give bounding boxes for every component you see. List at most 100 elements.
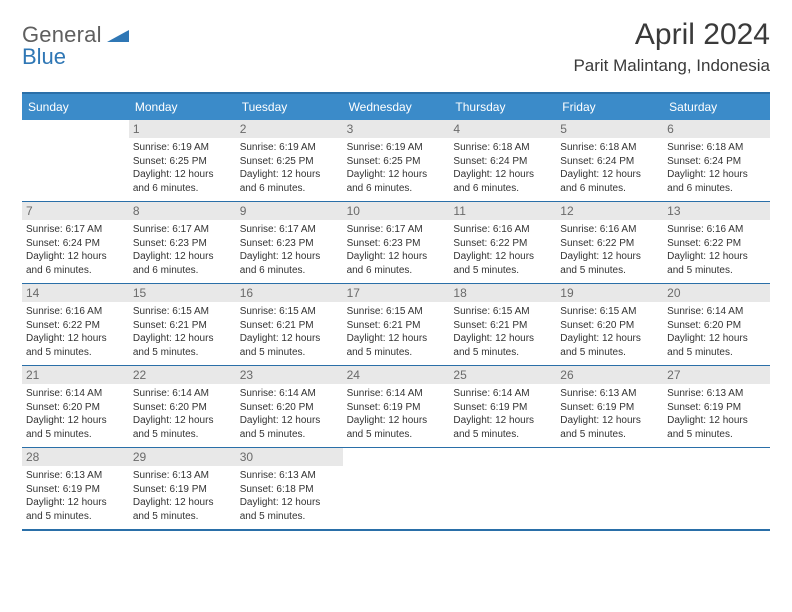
dayname: Sunday [22,94,129,120]
day-info: Sunrise: 6:18 AMSunset: 6:24 PMDaylight:… [560,141,659,195]
sunrise-text: Sunrise: 6:17 AM [133,223,232,237]
day-number: 7 [22,202,129,220]
day-info: Sunrise: 6:18 AMSunset: 6:24 PMDaylight:… [453,141,552,195]
day-info: Sunrise: 6:17 AMSunset: 6:24 PMDaylight:… [26,223,125,277]
day-number: 10 [343,202,450,220]
day-number: 17 [343,284,450,302]
daylight-text: Daylight: 12 hours [560,250,659,264]
daylight-text: Daylight: 12 hours [667,168,766,182]
day-number: 28 [22,448,129,466]
day-info: Sunrise: 6:17 AMSunset: 6:23 PMDaylight:… [347,223,446,277]
calendar-cell: 1Sunrise: 6:19 AMSunset: 6:25 PMDaylight… [129,120,236,201]
sunset-text: Sunset: 6:22 PM [453,237,552,251]
day-info: Sunrise: 6:15 AMSunset: 6:21 PMDaylight:… [453,305,552,359]
day-info: Sunrise: 6:13 AMSunset: 6:18 PMDaylight:… [240,469,339,523]
calendar-cell: 18 Sunrise: 6:15 AMSunset: 6:21 PMDayligh… [449,284,556,365]
daylight-text: Daylight: 12 hours [453,250,552,264]
calendar-cell: 24Sunrise: 6:14 AMSunset: 6:19 PMDayligh… [343,366,450,447]
daylight-text: Daylight: 12 hours [240,250,339,264]
calendar-cell: 13Sunrise: 6:16 AMSunset: 6:22 PMDayligh… [663,202,770,283]
sunset-text: Sunset: 6:24 PM [667,155,766,169]
daylight-text: Daylight: 12 hours [560,332,659,346]
day-number: 4 [449,120,556,138]
sunset-text: Sunset: 6:23 PM [347,237,446,251]
month-title: April 2024 [573,18,770,52]
day-info: Sunrise: 6:14 AMSunset: 6:20 PMDaylight:… [133,387,232,441]
daylight-text: Daylight: 12 hours [26,414,125,428]
daylight-text: and 5 minutes. [133,428,232,442]
sunset-text: Sunset: 6:19 PM [560,401,659,415]
sunrise-text: Sunrise: 6:14 AM [347,387,446,401]
daylight-text: Daylight: 12 hours [667,332,766,346]
day-info: Sunrise: 6:14 AMSunset: 6:20 PMDaylight:… [26,387,125,441]
calendar-cell: 12Sunrise: 6:16 AMSunset: 6:22 PMDayligh… [556,202,663,283]
sunset-text: Sunset: 6:21 PM [347,319,446,333]
sunset-text: Sunset: 6:24 PM [26,237,125,251]
sunrise-text: Sunrise: 6:17 AM [347,223,446,237]
sunrise-text: Sunrise: 6:19 AM [133,141,232,155]
day-info: Sunrise: 6:19 AMSunset: 6:25 PMDaylight:… [133,141,232,195]
calendar-cell: 21Sunrise: 6:14 AMSunset: 6:20 PMDayligh… [22,366,129,447]
daylight-text: and 5 minutes. [560,264,659,278]
day-info: Sunrise: 6:19 AMSunset: 6:25 PMDaylight:… [240,141,339,195]
daylight-text: Daylight: 12 hours [133,250,232,264]
day-info: Sunrise: 6:17 AMSunset: 6:23 PMDaylight:… [240,223,339,277]
day-number: 24 [343,366,450,384]
logo: General Blue [22,18,129,70]
daylight-text: and 5 minutes. [240,428,339,442]
sunrise-text: Sunrise: 6:15 AM [560,305,659,319]
sunset-text: Sunset: 6:23 PM [133,237,232,251]
day-number: 25 [449,366,556,384]
sunset-text: Sunset: 6:20 PM [26,401,125,415]
sunset-text: Sunset: 6:19 PM [453,401,552,415]
calendar-cell: 20Sunrise: 6:14 AMSunset: 6:20 PMDayligh… [663,284,770,365]
day-number: 13 [663,202,770,220]
sunset-text: Sunset: 6:24 PM [560,155,659,169]
sunset-text: Sunset: 6:21 PM [240,319,339,333]
day-number: 12 [556,202,663,220]
calendar-week: 21Sunrise: 6:14 AMSunset: 6:20 PMDayligh… [22,365,770,447]
sunrise-text: Sunrise: 6:14 AM [453,387,552,401]
sunset-text: Sunset: 6:20 PM [240,401,339,415]
calendar-cell [449,448,556,529]
calendar-cell: 27Sunrise: 6:13 AMSunset: 6:19 PMDayligh… [663,366,770,447]
location-text: Parit Malintang, Indonesia [573,56,770,76]
daylight-text: and 5 minutes. [347,428,446,442]
daylight-text: Daylight: 12 hours [26,250,125,264]
day-info: Sunrise: 6:19 AMSunset: 6:25 PMDaylight:… [347,141,446,195]
sunset-text: Sunset: 6:21 PM [133,319,232,333]
day-info: Sunrise: 6:18 AMSunset: 6:24 PMDaylight:… [667,141,766,195]
day-info: Sunrise: 6:17 AMSunset: 6:23 PMDaylight:… [133,223,232,277]
sunrise-text: Sunrise: 6:18 AM [453,141,552,155]
daylight-text: and 5 minutes. [667,346,766,360]
daylight-text: Daylight: 12 hours [240,496,339,510]
day-info: Sunrise: 6:15 AMSunset: 6:21 PMDaylight:… [240,305,339,359]
calendar-cell: 19 Sunrise: 6:15 AMSunset: 6:20 PMDayligh… [556,284,663,365]
sunset-text: Sunset: 6:19 PM [347,401,446,415]
calendar-cell: 22 Sunrise: 6:14 AMSunset: 6:20 PMDayligh… [129,366,236,447]
daylight-text: Daylight: 12 hours [453,414,552,428]
calendar-cell: 4 Sunrise: 6:18 AMSunset: 6:24 PMDaylight… [449,120,556,201]
day-number: 18 [449,284,556,302]
calendar-cell: 30Sunrise: 6:13 AMSunset: 6:18 PMDayligh… [236,448,343,529]
sunset-text: Sunset: 6:21 PM [453,319,552,333]
sunset-text: Sunset: 6:20 PM [560,319,659,333]
day-number: 22 [129,366,236,384]
dayname: Thursday [449,94,556,120]
calendar-cell: 14Sunrise: 6:16 AMSunset: 6:22 PMDayligh… [22,284,129,365]
sunrise-text: Sunrise: 6:16 AM [560,223,659,237]
calendar-cell: 9Sunrise: 6:17 AMSunset: 6:23 PMDaylight… [236,202,343,283]
daylight-text: and 5 minutes. [240,510,339,524]
calendar-cell: 23Sunrise: 6:14 AMSunset: 6:20 PMDayligh… [236,366,343,447]
calendar-cell: 7 Sunrise: 6:17 AMSunset: 6:24 PMDaylight… [22,202,129,283]
sunset-text: Sunset: 6:19 PM [26,483,125,497]
day-number: 19 [556,284,663,302]
daylight-text: Daylight: 12 hours [26,496,125,510]
sunset-text: Sunset: 6:25 PM [347,155,446,169]
day-number: 6 [663,120,770,138]
day-info: Sunrise: 6:15 AMSunset: 6:20 PMDaylight:… [560,305,659,359]
sunset-text: Sunset: 6:22 PM [26,319,125,333]
sunrise-text: Sunrise: 6:13 AM [133,469,232,483]
daylight-text: Daylight: 12 hours [133,168,232,182]
calendar-cell [22,120,129,201]
